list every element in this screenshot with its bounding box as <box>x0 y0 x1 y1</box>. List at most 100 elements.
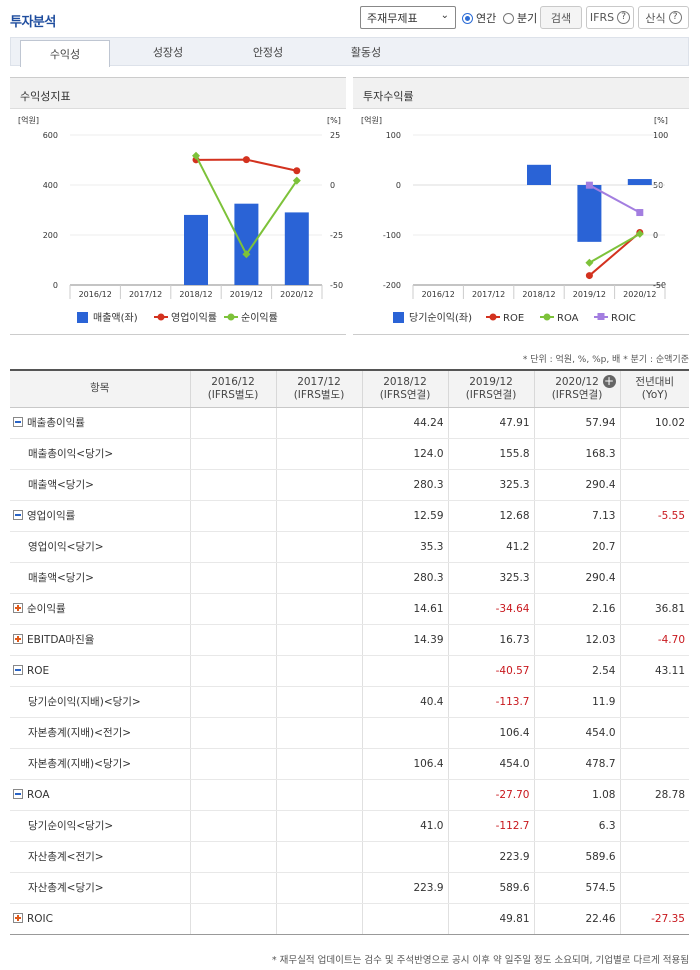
table-row: 영업이익률 12.59 12.68 7.13 -5.55 <box>10 500 689 532</box>
table-cell <box>190 593 277 625</box>
column-header-line1: 전년대비 <box>635 375 675 388</box>
annual-radio[interactable]: 연간 <box>462 10 496 26</box>
table-cell <box>190 624 277 656</box>
table-cell: 40.4 <box>362 686 449 718</box>
report-type-select[interactable]: 주재무제표 ⌄ <box>360 6 456 29</box>
column-header: 항목 <box>10 370 191 408</box>
legend-label: 순이익률 <box>241 312 278 324</box>
y-left-tick-label: 200 <box>43 231 58 240</box>
table-cell <box>190 438 277 470</box>
y-left-tick-label: 0 <box>53 281 58 290</box>
table-cell <box>276 624 363 656</box>
row-label-cell[interactable]: ROIC <box>10 903 191 935</box>
footer-note: * 재무실적 업데이트는 검수 및 주석반영으로 공시 이후 약 일주일 정도 … <box>271 955 689 966</box>
expand-icon[interactable] <box>13 634 23 644</box>
search-button[interactable]: 검색 <box>540 6 582 29</box>
row-label-cell: 자산총계<전기> <box>10 841 191 873</box>
row-label-cell[interactable]: 매출총이익률 <box>10 407 191 439</box>
column-header-line1: 항목 <box>90 382 110 395</box>
column-header: 전년대비 (YoY) <box>620 370 689 408</box>
table-row: 자본총계(지배)<전기> 106.4 454.0 <box>10 717 689 749</box>
column-header-line1: 2016/12 <box>211 375 255 388</box>
table-cell: 168.3 <box>534 438 621 470</box>
row-label-cell[interactable]: 영업이익률 <box>10 500 191 532</box>
row-label-cell: 매출액<당기> <box>10 469 191 501</box>
table-row: ROIC 49.81 22.46 -27.35 <box>10 903 689 935</box>
collapse-icon[interactable] <box>13 788 23 799</box>
series-point <box>585 258 594 267</box>
table-row: 매출액<당기> 280.3 325.3 290.4 <box>10 469 689 501</box>
table-cell: 454.0 <box>534 717 621 749</box>
row-label-cell[interactable]: ROA <box>10 779 191 811</box>
table-row: 매출총이익률 44.24 47.91 57.94 10.02 <box>10 407 689 439</box>
series-line <box>588 184 641 214</box>
table-cell: 36.81 <box>620 593 689 625</box>
add-column-icon[interactable]: + <box>602 374 616 388</box>
legend-swatch-marker <box>597 313 605 320</box>
tab-profitability[interactable]: 수익성 <box>20 40 110 67</box>
table-cell: 124.0 <box>362 438 449 470</box>
table-cell <box>276 872 363 904</box>
collapse-icon[interactable] <box>13 664 23 675</box>
table-cell: 7.13 <box>534 500 621 532</box>
table-cell <box>276 500 363 532</box>
chevron-down-icon: ⌄ <box>440 10 449 21</box>
row-label-cell: 자본총계(지배)<당기> <box>10 748 191 780</box>
row-label: 매출액<당기> <box>28 572 94 584</box>
table-row: 순이익률 14.61 -34.64 2.16 36.81 <box>10 593 689 625</box>
chart-bar <box>184 214 208 285</box>
formula-button[interactable]: 산식? <box>638 6 689 29</box>
legend-label: ROIC <box>611 313 636 324</box>
row-label: 매출총이익률 <box>27 417 85 429</box>
y-right-tick-label: -25 <box>330 231 343 240</box>
expand-icon[interactable] <box>13 912 23 923</box>
table-cell: 106.4 <box>362 748 449 780</box>
expand-icon[interactable] <box>13 603 23 613</box>
table-cell <box>620 810 689 842</box>
table-cell <box>190 872 277 904</box>
tab-activity[interactable]: 활동성 <box>350 45 382 59</box>
right-unit-label: [%] <box>654 116 668 125</box>
y-left-tick-label: 600 <box>43 131 58 140</box>
row-label: 자산총계<당기> <box>28 882 104 894</box>
series-point <box>636 209 644 217</box>
row-label-cell[interactable]: EBITDA마진율 <box>10 624 191 656</box>
table-cell: 49.81 <box>448 903 535 935</box>
table-cell <box>190 686 277 718</box>
column-header: 2016/12 (IFRS별도) <box>190 370 277 408</box>
x-tick-label: 2019/12 <box>573 290 606 299</box>
table-cell: 41.2 <box>448 531 535 563</box>
ifrs-button-label: IFRS <box>589 11 615 24</box>
row-label: 당기순이익<당기> <box>28 820 114 832</box>
table-cell: -113.7 <box>448 686 535 718</box>
quarter-radio[interactable]: 분기 <box>503 10 537 26</box>
table-cell: -5.55 <box>620 500 689 532</box>
table-cell: 2.16 <box>534 593 621 625</box>
ifrs-button[interactable]: IFRS? <box>586 6 634 29</box>
legend-label: ROA <box>557 313 579 324</box>
row-label-cell[interactable]: ROE <box>10 655 191 687</box>
tab-stability[interactable]: 안정성 <box>252 45 284 59</box>
table-cell: 16.73 <box>448 624 535 656</box>
y-left-tick-label: -200 <box>383 281 401 290</box>
row-label-cell[interactable]: 순이익률 <box>10 593 191 625</box>
table-cell <box>276 717 363 749</box>
collapse-icon[interactable] <box>13 417 23 427</box>
table-row: 매출액<당기> 280.3 325.3 290.4 <box>10 562 689 594</box>
tab-growth[interactable]: 성장성 <box>152 45 184 59</box>
table-cell <box>362 655 449 687</box>
table-cell <box>190 562 277 594</box>
chart-bar <box>234 203 259 285</box>
row-label: 자본총계(지배)<당기> <box>28 758 132 770</box>
table-cell <box>276 903 363 935</box>
table-cell <box>190 407 277 439</box>
table-row: ROA -27.70 1.08 28.78 <box>10 779 689 811</box>
table-cell: 280.3 <box>362 562 449 594</box>
legend-swatch-marker <box>543 313 551 321</box>
row-label: ROIC <box>27 912 53 925</box>
table-cell: 454.0 <box>448 748 535 780</box>
table-cell <box>620 872 689 904</box>
table-cell <box>190 655 277 687</box>
collapse-icon[interactable] <box>13 510 23 520</box>
